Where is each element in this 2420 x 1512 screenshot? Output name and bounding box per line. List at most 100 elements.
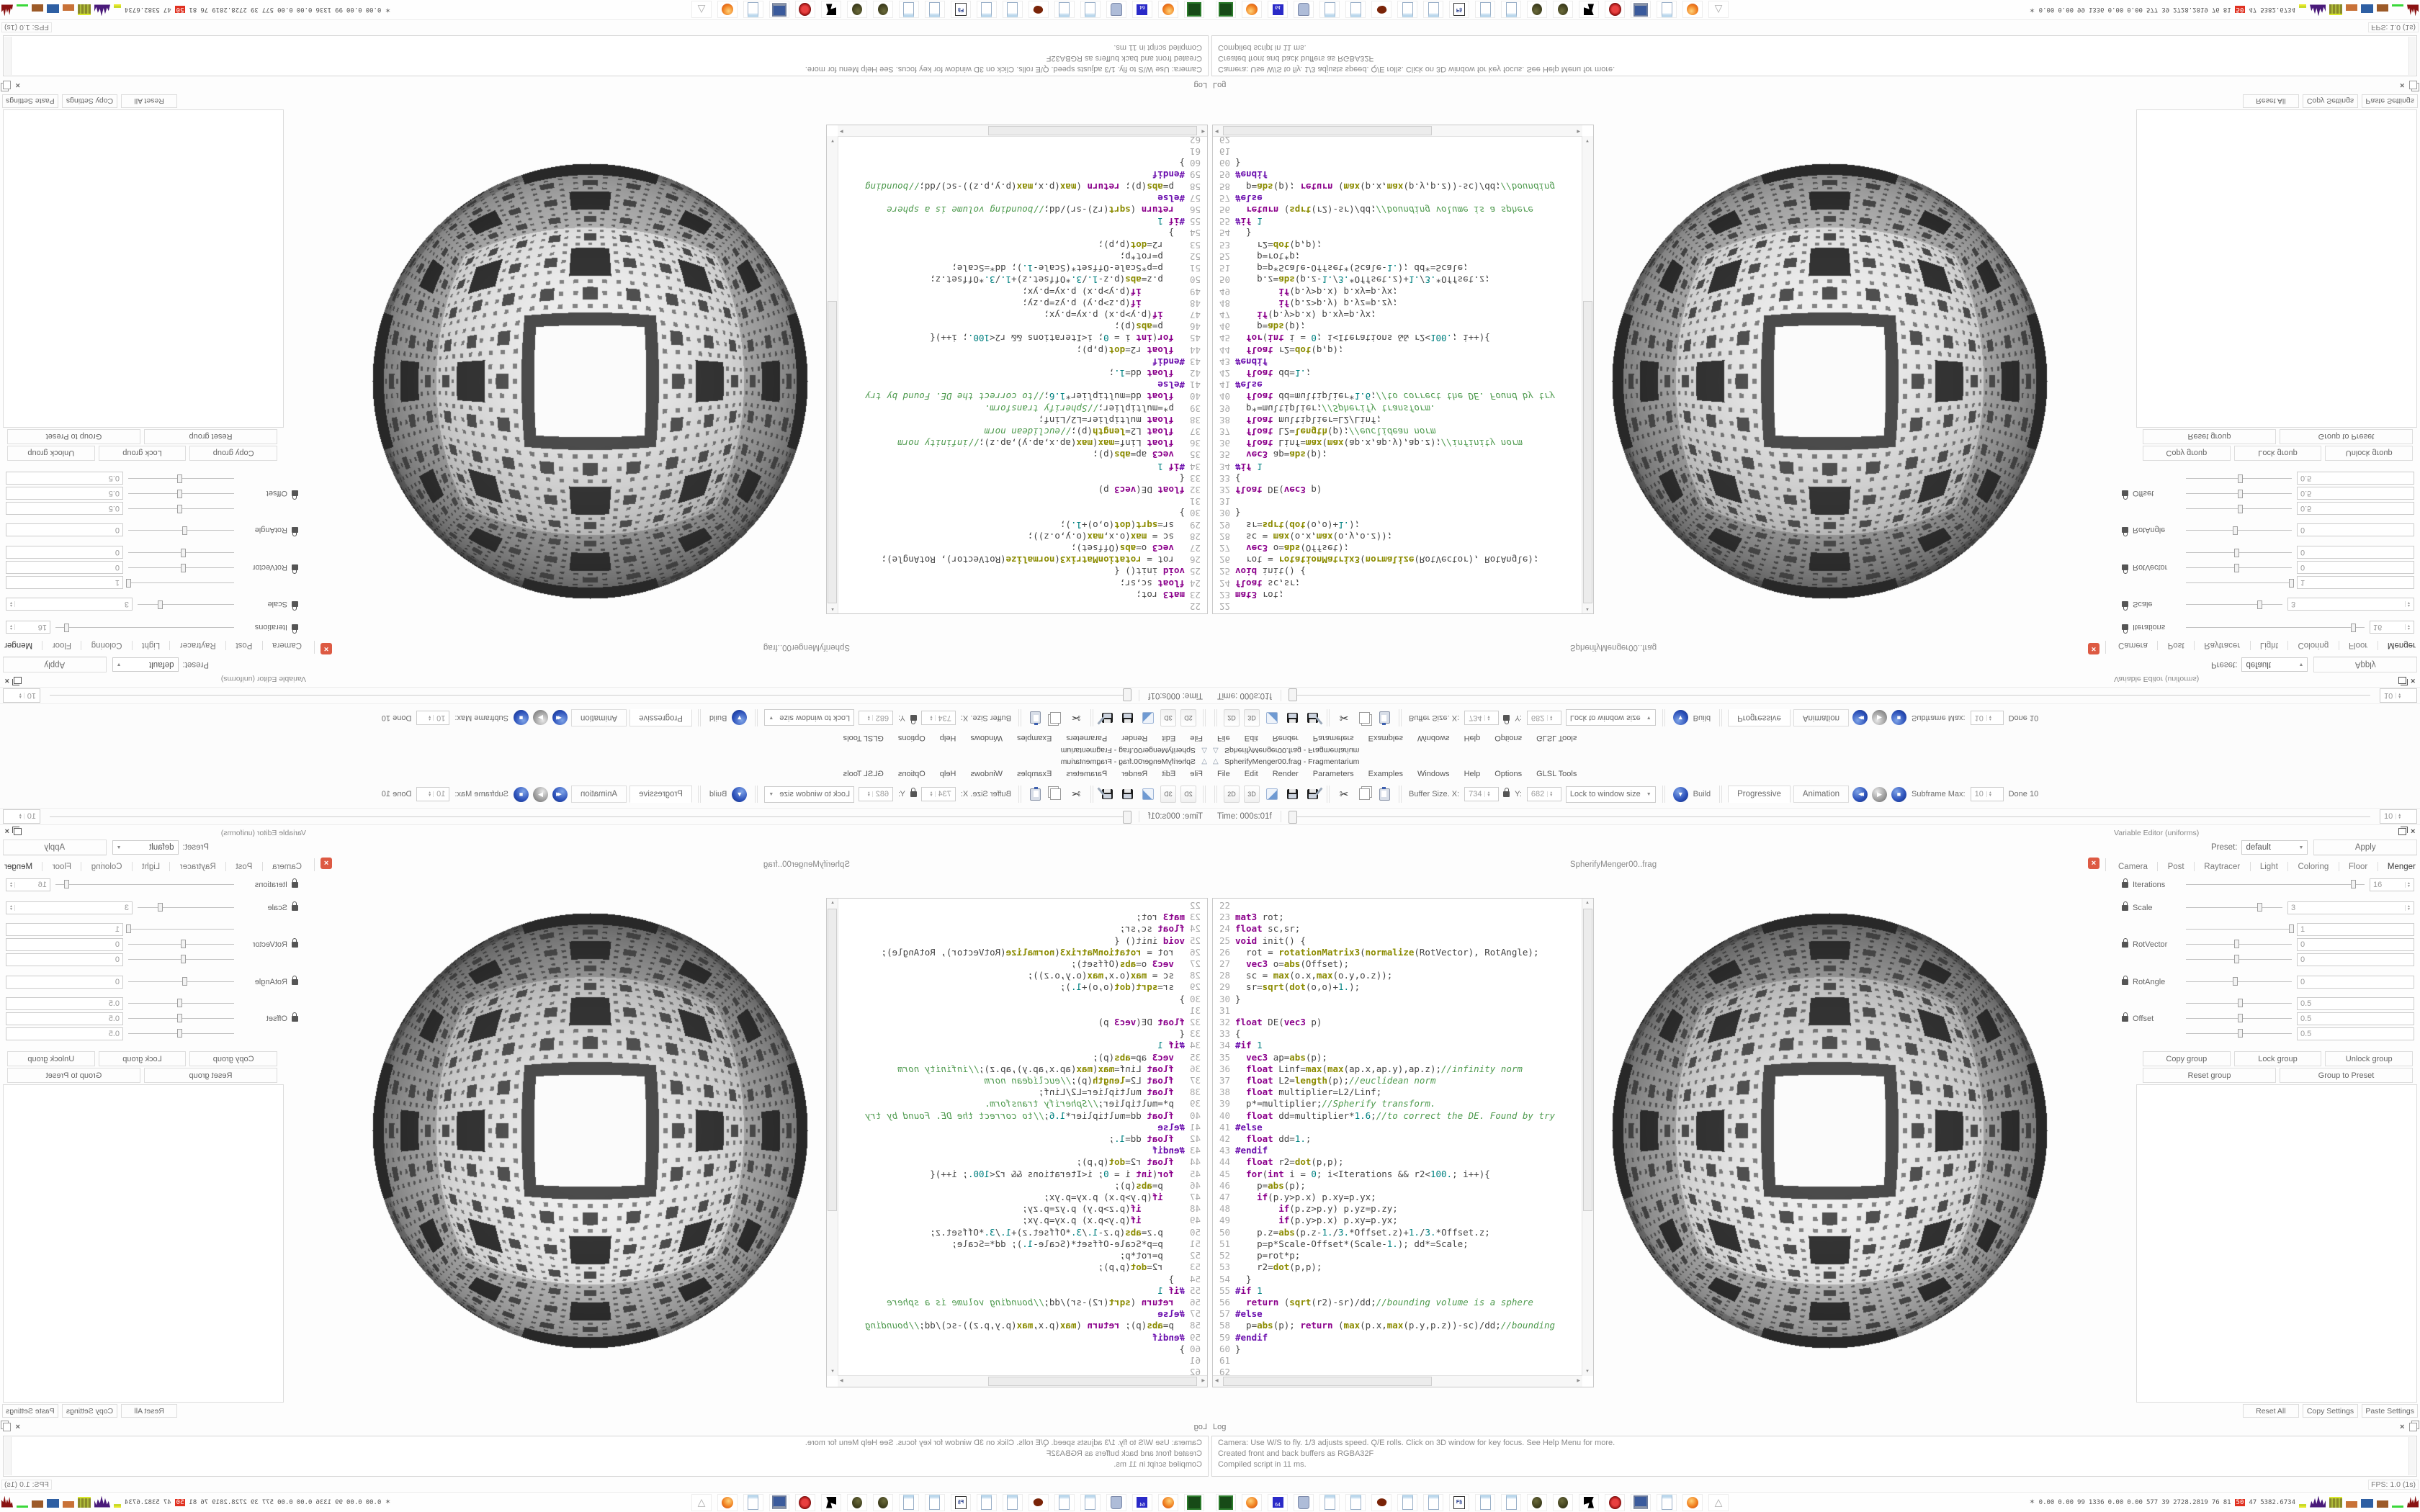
lock-to-window-size-dropdown[interactable]: Lock to window size ▼ xyxy=(764,709,855,726)
tab-light[interactable]: Light xyxy=(2259,641,2278,650)
play-button[interactable]: ▶ xyxy=(533,786,548,802)
code-line[interactable]: 50 p.z=abs(p.z-1./3.*Offset.z)+1./3.*Off… xyxy=(838,274,1207,285)
taskbar-app-button[interactable] xyxy=(1631,1,1651,19)
code-line[interactable]: 38 float multiplier=L2/Linf; xyxy=(838,1086,1207,1098)
progressive-toggle[interactable]: Progressive xyxy=(1728,786,1791,803)
code-lines[interactable]: 22 23 mat3 rot; 24 float sc,sr; 25 void init()… xyxy=(838,136,1207,612)
menu-help[interactable]: Help xyxy=(939,770,956,778)
slider-handle[interactable] xyxy=(176,999,182,1007)
close-dock-icon[interactable]: × xyxy=(4,676,9,685)
param-slider[interactable] xyxy=(2186,579,2294,588)
tab-coloring[interactable]: Coloring xyxy=(91,641,122,650)
unlock-group-button[interactable]: Unlock group xyxy=(6,1051,95,1066)
scroll-up-icon[interactable]: ▲ xyxy=(830,607,835,611)
copy-group-button[interactable]: Copy group xyxy=(189,1051,277,1066)
spinner-arrows-icon[interactable]: ▲ ▼ xyxy=(428,791,434,798)
param-value-input[interactable]: 3 ▲ ▼ xyxy=(2287,598,2414,611)
code-line[interactable]: 44 float r2=dot(p,p); xyxy=(1213,1156,1582,1168)
taskbar-app-button[interactable] xyxy=(899,1493,919,1511)
paste-button[interactable] xyxy=(1027,786,1044,803)
menu-examples[interactable]: Examples xyxy=(1017,770,1052,778)
taskbar-app-button[interactable] xyxy=(795,1,815,19)
animation-toggle[interactable]: Animation xyxy=(1793,786,1849,803)
lock-icon[interactable] xyxy=(292,601,298,608)
slider-handle[interactable] xyxy=(2289,579,2294,588)
code-line[interactable]: 26 rot = rotationMatrix3(normalize(RotVe… xyxy=(1213,947,1582,958)
menu-examples[interactable]: Examples xyxy=(1368,734,1403,742)
scroll-down-icon[interactable]: ▼ xyxy=(830,1369,835,1374)
vertical-scroll-thumb[interactable] xyxy=(828,301,837,603)
apply-preset-button[interactable]: Apply xyxy=(2313,840,2417,855)
code-line[interactable]: 61 xyxy=(1213,1355,1582,1367)
code-line[interactable]: 61 xyxy=(838,1355,1207,1367)
code-line[interactable]: 23 mat3 rot; xyxy=(838,912,1207,923)
horizontal-scroll-thumb[interactable] xyxy=(1223,126,1432,135)
paste-settings-button[interactable]: Paste Settings xyxy=(2362,94,2419,108)
code-line[interactable]: 49 if(p.y>p.x) p.xy=p.yx; xyxy=(838,285,1207,297)
code-line[interactable]: 54 } xyxy=(1213,227,1582,239)
code-line[interactable]: 36 float Linf=max(max(ap.x,ap.y),ap.z);/… xyxy=(838,437,1207,449)
unlock-group-button[interactable]: Unlock group xyxy=(6,446,95,461)
code-line[interactable]: 28 sc = max(o.x,max(o.y,o.z)); xyxy=(1213,970,1582,981)
save-button[interactable] xyxy=(1119,786,1137,803)
tab-raytracer[interactable]: Raytracer xyxy=(179,641,216,650)
code-lines[interactable]: 22 23 mat3 rot; 24 float sc,sr; 25 void init()… xyxy=(1213,136,1582,612)
slider-handle[interactable] xyxy=(2233,940,2239,948)
lock-icon[interactable] xyxy=(2122,601,2128,608)
open-file-button[interactable] xyxy=(1263,709,1281,726)
render-view-tab-label[interactable]: SpherifyMenger00..frag xyxy=(763,860,851,869)
code-line[interactable]: 31 xyxy=(838,495,1207,507)
clear-log-icon[interactable]: × xyxy=(2400,81,2405,89)
menu-windows[interactable]: Windows xyxy=(1417,770,1450,778)
code-line[interactable]: 35 vec3 ap=abs(p); xyxy=(1213,1052,1582,1063)
code-line[interactable]: 52 p=rot*p; xyxy=(1213,251,1582,262)
code-line[interactable]: 51 p=p*Scale-Offset*(Scale-1.); dd*=Scal… xyxy=(838,1238,1207,1250)
taskbar-app-button[interactable]: F§ xyxy=(951,1,971,19)
tab-menger[interactable]: Menger xyxy=(4,641,33,650)
code-line[interactable]: 56 return (sqrt(r2)-sr)/dd;//bounding vo… xyxy=(1213,204,1582,215)
code-line[interactable]: 47 if(p.y>p.x) p.xy=p.yx; xyxy=(1213,309,1582,320)
param-value-input[interactable]: 0 xyxy=(2297,546,2414,559)
copy-settings-button[interactable]: Copy Settings xyxy=(2302,1404,2359,1418)
scroll-down-icon[interactable]: ▼ xyxy=(1585,138,1590,143)
code-line[interactable]: 30} xyxy=(838,994,1207,1005)
spinner-arrows-icon[interactable]: ▲ ▼ xyxy=(428,714,434,721)
code-line[interactable]: 41 #else xyxy=(838,1122,1207,1133)
taskbar-app-button[interactable] xyxy=(925,1493,945,1511)
param-slider[interactable] xyxy=(128,1014,234,1022)
code-line[interactable]: 24 float sc,sr; xyxy=(838,923,1207,935)
tab-camera[interactable]: Camera xyxy=(272,862,302,871)
spinner-arrows-icon[interactable]: ▲ ▼ xyxy=(9,601,15,608)
spinner-arrows-icon[interactable]: ▲ ▼ xyxy=(1547,791,1553,798)
tab-floor[interactable]: Floor xyxy=(52,641,72,650)
taskbar-app-button[interactable] xyxy=(795,1493,815,1511)
close-dock-icon[interactable]: × xyxy=(4,827,9,836)
unlock-group-button[interactable]: Unlock group xyxy=(2325,1051,2414,1066)
taskbar-app-button[interactable] xyxy=(1501,1493,1521,1511)
code-line[interactable]: 42 float dd=1.; xyxy=(1213,1133,1582,1145)
menu-file[interactable]: File xyxy=(1190,770,1203,778)
lock-icon[interactable] xyxy=(292,490,298,497)
code-line[interactable]: 52 p=rot*p; xyxy=(838,1250,1207,1261)
animation-toggle[interactable]: Animation xyxy=(1793,709,1849,726)
param-slider[interactable] xyxy=(2186,903,2282,912)
taskbar-app-button[interactable] xyxy=(1397,1493,1417,1511)
code-line[interactable]: 58 p=abs(p); return (max(p.x,max(p.y,p.z… xyxy=(1213,180,1582,192)
code-line[interactable]: 31 xyxy=(1213,495,1582,507)
code-line[interactable]: 37 float L2=length(p);//euclidean norm xyxy=(1213,426,1582,437)
code-line[interactable]: 42 float dd=1.; xyxy=(838,1133,1207,1145)
param-slider[interactable] xyxy=(2186,564,2292,572)
animation-toggle[interactable]: Animation xyxy=(571,786,627,803)
save-button[interactable] xyxy=(1283,786,1301,803)
code-line[interactable]: 34 #if 1 xyxy=(838,460,1207,472)
time-slider-handle[interactable] xyxy=(1288,810,1297,824)
group-to-preset-button[interactable]: Group to Preset xyxy=(7,429,140,444)
slider-handle[interactable] xyxy=(126,579,131,588)
taskbar-app-button[interactable]: F§ xyxy=(1449,1493,1469,1511)
menu-edit[interactable]: Edit xyxy=(1162,770,1176,778)
code-line[interactable]: 51 p=p*Scale-Offset*(Scale-1.); dd*=Scal… xyxy=(1213,1238,1582,1250)
slider-handle[interactable] xyxy=(176,1029,182,1038)
code-line[interactable]: 37 float L2=length(p);//euclidean norm xyxy=(838,426,1207,437)
spinner-arrows-icon[interactable]: ▲ ▼ xyxy=(9,881,15,888)
code-line[interactable]: 44 float r2=dot(p,p); xyxy=(838,1156,1207,1168)
